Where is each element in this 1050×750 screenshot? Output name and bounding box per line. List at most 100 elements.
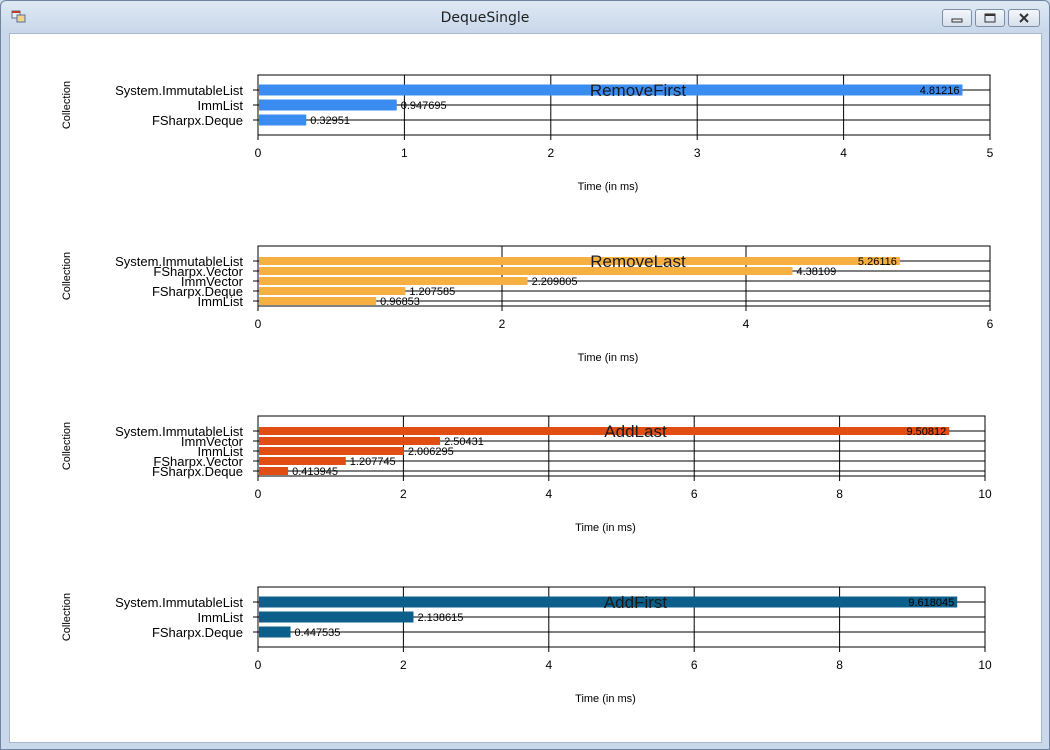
chart-title: AddFirst [604,593,668,612]
category-label: ImmList [198,98,244,113]
bar [259,427,950,435]
tick-label: 2 [400,487,407,501]
tick-label: 8 [836,487,843,501]
close-icon [1019,13,1029,23]
bar [259,257,900,265]
bar [259,457,346,465]
y-axis-label: Collection [61,81,73,129]
minimize-button[interactable] [942,9,972,27]
tick-label: 10 [978,658,992,672]
tick-label: 1 [401,146,408,160]
category-label: FSharpx.Vector [153,264,243,279]
data-label: 1.207745 [350,456,396,468]
data-label: 0.96853 [380,296,420,308]
tick-label: 0 [255,658,262,672]
category-label: ImmVector [181,434,244,449]
bar [259,84,963,96]
bar [259,99,397,111]
tick-label: 10 [978,487,992,501]
x-axis-label: Time (in ms) [575,693,636,705]
category-label: System.ImmutableList [115,83,243,98]
y-axis-label: Collection [61,422,73,470]
data-label: 0.413945 [292,466,338,478]
category-label: System.ImmutableList [115,424,243,439]
category-label: System.ImmutableList [115,254,243,269]
bar [259,277,528,285]
category-label: FSharpx.Deque [152,625,243,640]
charts-canvas: 0 1 2 3 4 5 RemoveFirst 4.81216 0.947695 0.32951 S… [61,74,994,705]
tick-label: 4 [545,658,552,672]
plot-frame [257,586,986,648]
tick-label: 4 [840,146,847,160]
tick-label: 0 [255,317,262,331]
category-label: ImmList [198,444,244,459]
bar [259,267,793,275]
tick-label: 4 [743,317,750,331]
application-icon[interactable] [11,10,27,24]
bar [259,626,291,638]
data-label: 0.447535 [295,627,341,639]
tick-label: 6 [691,658,698,672]
chart-removelast: 0 2 4 6 RemoveLast 5.26116 4.38109 2.209805 1.20… [61,245,994,364]
x-axis-label: Time (in ms) [578,181,639,193]
close-button[interactable] [1008,9,1040,27]
bar [259,114,307,126]
category-label: FSharpx.Deque [152,284,243,299]
plot-frame [257,245,991,307]
bar [259,467,289,475]
data-label: 5.26116 [858,256,897,268]
tick-label: 4 [545,487,552,501]
data-label: 2.138615 [417,612,463,624]
data-label: 4.38109 [796,266,836,278]
category-label: FSharpx.Deque [152,113,243,128]
y-axis-label: Collection [61,593,73,641]
tick-label: 2 [499,317,506,331]
chart-title: RemoveFirst [590,81,687,100]
data-label: 0.32951 [310,115,350,127]
category-label: ImmList [198,610,244,625]
y-axis-label: Collection [61,252,73,300]
bar [259,297,377,305]
category-label: ImmList [198,294,244,309]
chart-title: RemoveLast [590,252,686,271]
chart-removefirst: 0 1 2 3 4 5 RemoveFirst 4.81216 0.947695 0.32951 S… [61,74,994,193]
minimize-icon [951,18,963,23]
plot-frame [257,74,991,136]
tick-label: 3 [694,146,701,160]
plot-frame [257,415,986,477]
window-title: DequeSingle [440,10,530,26]
data-label: 9.50812 [906,426,946,438]
category-label: FSharpx.Deque [152,464,243,479]
data-label: 2.006295 [408,446,454,458]
data-label: 2.209805 [532,276,578,288]
chart-area: 0 1 2 3 4 5 RemoveFirst 4.81216 0.947695 0.32951 S… [9,33,1042,743]
tick-label: 8 [836,658,843,672]
title-bar[interactable]: DequeSingle [1,1,1049,33]
bar [259,447,404,455]
bar [259,437,441,445]
bar [259,287,406,295]
category-label: FSharpx.Vector [153,454,243,469]
data-label: 9.618045 [908,597,954,609]
bar [259,611,414,623]
tick-label: 0 [255,487,262,501]
data-label: 4.81216 [920,85,960,97]
maximize-button[interactable] [975,9,1005,27]
tick-label: 5 [987,146,994,160]
chart-addfirst: 0 2 4 6 8 10 AddFirst 9.618045 2.138615 0.447535 S… [61,586,992,705]
tick-label: 2 [547,146,554,160]
maximize-icon [984,13,996,23]
bar [259,596,958,608]
tick-label: 0 [255,146,262,160]
tick-label: 2 [400,658,407,672]
tick-label: 6 [987,317,994,331]
tick-label: 6 [691,487,698,501]
x-axis-label: Time (in ms) [575,522,636,534]
data-label: 2.50431 [444,436,484,448]
chart-title: AddLast [604,422,667,441]
category-label: System.ImmutableList [115,595,243,610]
x-axis-label: Time (in ms) [578,352,639,364]
data-label: 0.947695 [401,100,447,112]
